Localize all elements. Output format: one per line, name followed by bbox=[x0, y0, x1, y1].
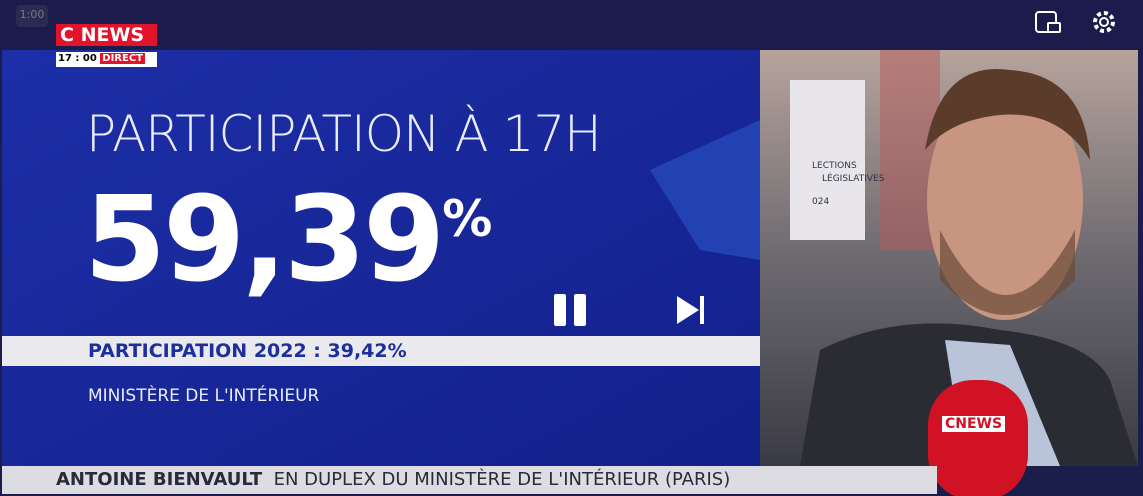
reporter-caption: EN DUPLEX DU MINISTÈRE DE L'INTÉRIEUR (P… bbox=[273, 469, 731, 490]
screen-line: LÉGISLATIVES bbox=[822, 174, 885, 184]
comparison: PARTICIPATION 2022 : 39,42% bbox=[88, 340, 407, 362]
screen-line: 024 bbox=[812, 197, 830, 207]
pause-button[interactable] bbox=[554, 294, 566, 326]
microphone bbox=[928, 380, 1028, 496]
decor bbox=[650, 120, 760, 260]
lower-third bbox=[2, 466, 937, 494]
reporter-face bbox=[927, 80, 1083, 320]
next-button[interactable] bbox=[677, 296, 699, 324]
top-bar bbox=[0, 0, 1143, 52]
reporter-beard bbox=[940, 230, 1075, 315]
pause-button[interactable] bbox=[574, 294, 586, 326]
headline: PARTICIPATION À 17H bbox=[86, 105, 602, 163]
logo-news: NEWS bbox=[80, 24, 145, 46]
speed-label[interactable]: 1:00 bbox=[16, 5, 48, 27]
clock-time: 17 : 00 bbox=[58, 53, 97, 64]
logo-box bbox=[56, 24, 157, 46]
mic-label: CNEWS bbox=[942, 416, 1006, 432]
reporter-name: ANTOINE BIENVAULT bbox=[56, 469, 263, 490]
screen-line: LECTIONS bbox=[812, 161, 857, 171]
clock: 17 : 00 DIRECT bbox=[58, 53, 145, 64]
source: MINISTÈRE DE L'INTÉRIEUR bbox=[88, 386, 320, 406]
value-unit: % bbox=[442, 190, 492, 248]
value-number: 59,39 bbox=[84, 170, 445, 308]
pip-button[interactable] bbox=[1047, 22, 1061, 33]
background-screen bbox=[790, 80, 865, 240]
live-tag: DIRECT bbox=[100, 53, 145, 64]
lower-third-text: ANTOINE BIENVAULT EN DUPLEX DU MINISTÈRE… bbox=[56, 469, 730, 490]
reporter-hair bbox=[925, 69, 1090, 160]
comparison-band bbox=[2, 336, 760, 366]
graphic-panel bbox=[2, 50, 760, 466]
value: 59,39% bbox=[84, 170, 492, 308]
logo-c: C bbox=[60, 24, 74, 46]
next-button[interactable] bbox=[700, 296, 704, 324]
settings-button[interactable] bbox=[1099, 17, 1109, 27]
screen-text: LECTIONS LÉGISLATIVES 024 bbox=[812, 160, 884, 209]
settings-button[interactable] bbox=[1093, 11, 1115, 33]
logo: C NEWS bbox=[60, 24, 144, 46]
